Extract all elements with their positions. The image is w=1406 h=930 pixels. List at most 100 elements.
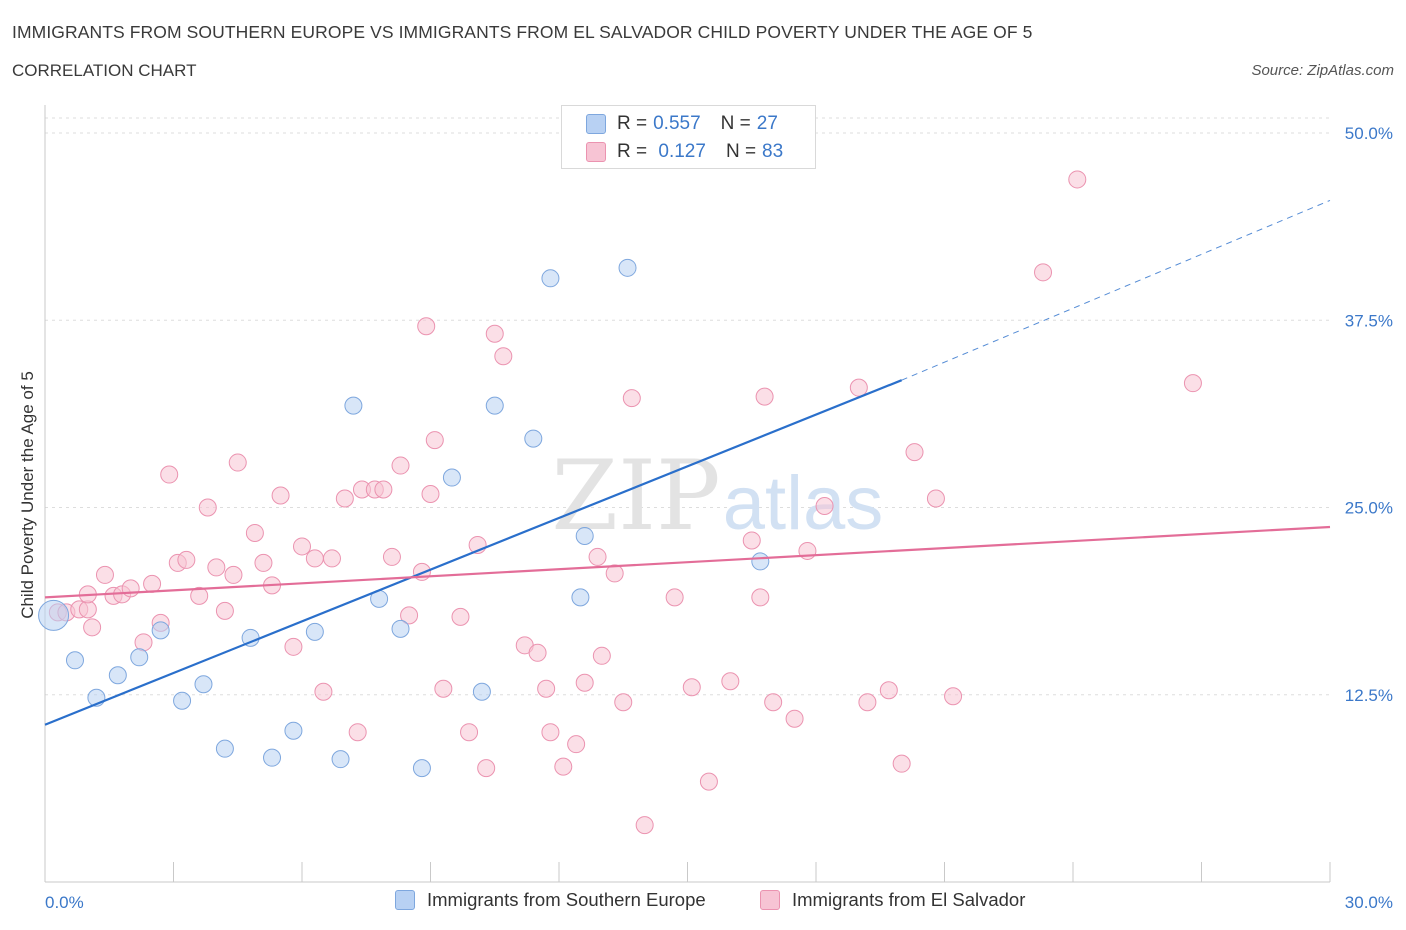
point-el-salvador [451,607,470,626]
legend-r-value: 0.127 [653,141,706,162]
point-el-salvador [400,606,419,625]
point-el-salvador [271,486,290,505]
point-el-salvador [1034,263,1053,282]
point-el-salvador [228,453,247,472]
legend-label: Immigrants from Southern Europe [427,889,706,910]
point-southern-europe [215,739,234,758]
legend-n-label: N = [725,141,757,162]
axes [44,105,1331,883]
trend-line-southern-europe [44,379,903,726]
point-el-salvador [554,757,573,776]
point-southern-europe [284,721,303,740]
point-southern-europe [263,748,282,767]
point-el-salvador [905,443,924,462]
point-el-salvador [665,588,684,607]
point-southern-europe [575,526,594,545]
point-el-salvador [134,633,153,652]
point-southern-europe [151,621,170,640]
point-el-salvador [177,550,196,569]
point-southern-europe [541,269,560,288]
point-southern-europe [344,396,363,415]
legend-label: Immigrants from El Salvador [792,889,1026,910]
point-el-salvador [322,549,341,568]
point-el-salvador [245,523,264,542]
point-el-salvador [215,601,234,620]
y-tick-label: 37.5% [1345,311,1393,330]
point-southern-europe [305,622,324,641]
point-el-salvador [1068,170,1087,189]
legend-item-el-salvador[interactable]: Immigrants from El Salvador [760,889,1025,911]
point-el-salvador [785,709,804,728]
point-el-salvador [815,497,834,516]
series-southern-europe [38,258,770,778]
point-southern-europe [194,675,213,694]
point-el-salvador [434,679,453,698]
point-el-salvador [254,553,273,572]
series-legend: Immigrants from Southern Europe Immigran… [0,889,1406,915]
trend-lines [44,199,1331,726]
point-el-salvador [858,693,877,712]
grid-lines [45,117,1330,696]
point-el-salvador [190,586,209,605]
x-tick-label-max: 30.0% [1345,893,1393,912]
x-tick-label-min: 0.0% [45,893,84,912]
legend-item-southern-europe[interactable]: Immigrants from Southern Europe [395,889,706,911]
point-el-salvador [460,723,479,742]
point-el-salvador [699,772,718,791]
point-el-salvador [494,347,513,366]
point-southern-europe [751,552,770,571]
legend-n-label: N = [720,113,751,134]
point-el-salvador [588,547,607,566]
point-el-salvador [335,489,354,508]
point-el-salvador [485,324,504,343]
point-el-salvador [682,678,701,697]
point-el-salvador [425,431,444,450]
point-el-salvador [605,564,624,583]
point-el-salvador [944,687,963,706]
point-el-salvador [742,531,761,550]
point-el-salvador [198,498,217,517]
point-el-salvador [421,485,440,504]
point-el-salvador [121,579,140,598]
point-southern-europe [618,258,637,277]
point-el-salvador [592,646,611,665]
point-el-salvador [348,723,367,742]
axis-labels: 12.5% 25.0% 37.5% 50.0% 0.0% 30.0% Child Pover… [18,124,1393,912]
point-el-salvador [764,693,783,712]
point-el-salvador [892,754,911,773]
point-el-salvador [622,389,641,408]
point-el-salvador [849,378,868,397]
legend-swatch-blue [586,114,606,134]
watermark: ZIP atlas [551,440,883,552]
point-el-salvador [314,682,333,701]
point-el-salvador [305,549,324,568]
point-el-salvador [635,816,654,835]
point-el-salvador [528,643,547,662]
point-el-salvador [95,565,114,584]
point-southern-europe [65,651,84,670]
legend-row-southern-europe: R = 0.557 N = 27 [586,112,778,136]
y-axis-title: Child Poverty Under the Age of 5 [18,371,37,619]
y-tick-label: 50.0% [1345,124,1393,143]
point-southern-europe [331,750,350,769]
point-southern-europe [472,682,491,701]
legend-r-label: R = [617,141,648,162]
legend-row-el-salvador: R = 0.127 N = 83 [586,140,783,164]
point-el-salvador [751,588,770,607]
point-el-salvador [879,681,898,700]
point-el-salvador [207,558,226,577]
legend-swatch-blue [395,890,415,910]
legend-n-value: 83 [762,141,784,162]
point-southern-europe [38,599,70,631]
source-label: Source: ZipAtlas.com [1251,62,1394,79]
point-el-salvador [721,672,740,691]
point-el-salvador [143,574,162,593]
point-southern-europe [130,648,149,667]
point-el-salvador [755,387,774,406]
point-southern-europe [108,666,127,685]
point-el-salvador [1183,374,1202,393]
trend-line-el-salvador [44,525,1331,599]
legend-r-value: 0.557 [653,113,701,134]
point-southern-europe [391,619,410,638]
point-southern-europe [173,691,192,710]
